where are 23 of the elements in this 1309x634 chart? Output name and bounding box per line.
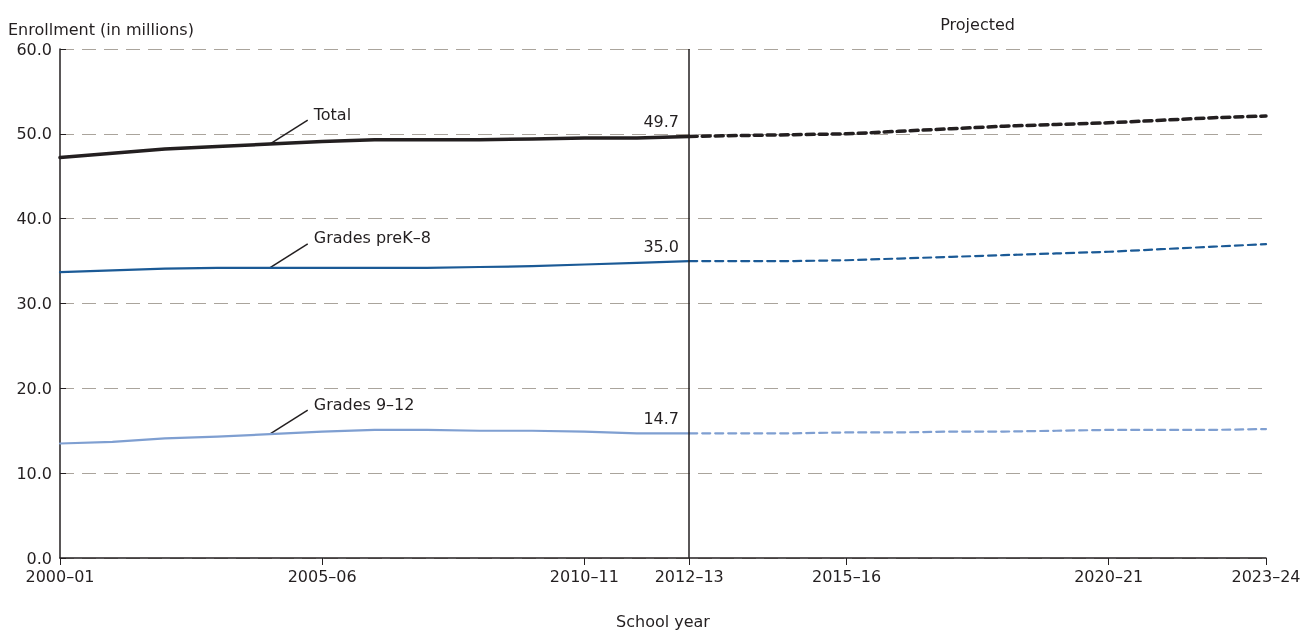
y-tick-label: 30.0 [16,294,52,313]
y-tick-label: 10.0 [16,463,52,483]
data-label: 49.7 [643,111,680,131]
x-tick-label: 2005–06 [287,566,357,586]
x-tick-label: 2010–11 [549,566,619,586]
x-tick-label: 2012–13 [654,566,724,586]
y-tick-label: 40.0 [16,209,52,229]
text: Projected [940,14,1015,34]
y-tick-label: 20.0 [16,378,52,398]
x-axis-title: School year [616,611,711,631]
y-axis-title: Enrollment (in millions) [8,19,194,39]
annotation: Grades preK–8 [313,228,431,248]
data-label: 35.0 [643,236,680,256]
x-tick-label: 2020–21 [1074,566,1144,586]
annotation: Grades 9–12 [313,394,415,414]
y-tick-label: 60.0 [16,39,52,59]
x-tick-label: 2015–16 [811,566,882,586]
x-tick-label: 2023–24 [1231,566,1301,586]
y-tick-label: 0.0 [26,548,52,568]
x-tick-label: 2000–01 [25,566,95,586]
data-label: 14.7 [643,408,680,428]
y-tick-label: 50.0 [16,124,52,144]
annotation: Total [312,104,352,124]
